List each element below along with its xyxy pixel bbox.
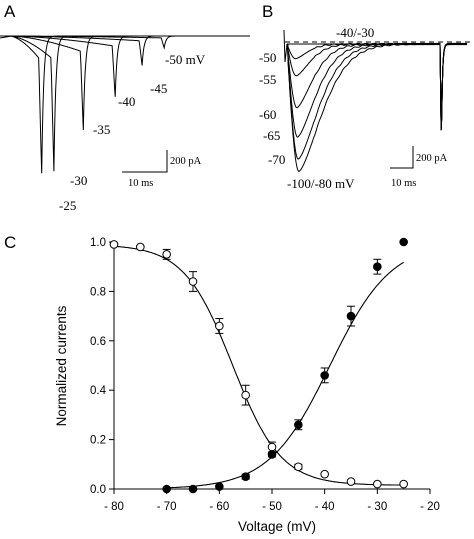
x-tick-label: - 30 [367, 501, 387, 513]
panel-b-traces [283, 29, 468, 172]
inactivation-point [373, 479, 382, 489]
panel-a-label-35: -35 [93, 122, 110, 137]
inactivation-point [136, 242, 145, 252]
x-tick-label: - 80 [104, 501, 124, 513]
inactivation-point [320, 469, 329, 479]
panel-b-label-70: -70 [268, 152, 285, 167]
panel-a-scalebar: 200 pA 10 ms [122, 150, 202, 189]
y-tick-label: 0.8 [90, 286, 106, 298]
panel-b-label-50: -50 [259, 50, 276, 65]
panel-c-letter: C [4, 233, 16, 252]
activation-fit-curve [166, 261, 404, 489]
activation-point [346, 311, 356, 321]
x-tick-label: - 60 [209, 501, 229, 513]
panel-b-label-100-80: -100/-80 mV [287, 176, 355, 191]
panel-a-scale-time: 10 ms [128, 178, 153, 189]
x-tick-label: - 20 [420, 501, 440, 513]
panel-a-scalebar-lines [122, 150, 168, 173]
panel-b-label-60: -60 [259, 107, 276, 122]
activation-point [241, 472, 250, 481]
inactivation-point [267, 442, 277, 452]
panel-a-letter: A [4, 2, 16, 21]
inactivation-point [109, 240, 119, 249]
inactivation-point [346, 477, 356, 486]
x-axis-title: Voltage (mV) [238, 519, 316, 534]
inactivation-point [188, 277, 198, 286]
y-tick-label: 1.0 [90, 237, 106, 249]
activation-point [320, 371, 329, 380]
inactivation-point [215, 321, 224, 331]
panel-b-scalebar: 200 pA 10 ms [390, 146, 448, 189]
activation-point [267, 450, 277, 459]
panel-a-traces [0, 35, 250, 174]
panel-b-label-55: -55 [259, 72, 276, 87]
panel-a-label-45: -45 [150, 81, 167, 96]
activation-point [399, 237, 408, 247]
panel-a-label-30: -30 [70, 173, 87, 188]
y-axis-title: Normalized currents [54, 305, 69, 426]
panel-a-scale-current: 200 pA [170, 156, 202, 167]
panel-a-baseline-stub [0, 35, 13, 39]
panel-b-scale-current: 200 pA [416, 153, 448, 164]
activation-point [188, 484, 198, 494]
panel-b-label-65: -65 [263, 128, 280, 143]
activation-point [215, 482, 224, 491]
panel-a-trace [0, 35, 250, 131]
x-tick-label: - 70 [157, 501, 177, 513]
inactivation-point [241, 390, 250, 400]
panel-b: B -40/-30 -50 -55 -60 -65 -70 -100/-80 m… [259, 2, 470, 191]
inactivation-point [162, 250, 171, 259]
y-tick-label: 0.4 [90, 385, 107, 397]
activation-point [373, 262, 382, 272]
activation-point [162, 484, 171, 494]
x-tick-label: - 50 [262, 501, 282, 513]
panel-a-trace [0, 35, 250, 174]
y-tick-label: 0.2 [90, 435, 106, 447]
panel-a-trace [0, 35, 250, 66]
y-tick-label: 0.6 [90, 336, 106, 348]
panel-a-label-50: -50 mV [165, 52, 206, 67]
panel-a-label-40: -40 [118, 94, 135, 109]
inactivation-point [294, 462, 303, 472]
panel-a: A -50 mV -45 -40 -35 -30 -25 200 pA 10 m… [0, 2, 250, 213]
inactivation-fit-curve [113, 245, 404, 486]
panel-b-capacitive-spike [283, 29, 288, 63]
panel-c-plot: 0.0 0.2 0.4 0.6 0.8 1.0 - 80 - 70 - 60 - 50 - 40 - … [90, 237, 440, 513]
x-tick-label: - 40 [315, 501, 335, 513]
y-tick-label: 0.0 [90, 484, 106, 496]
activation-point [294, 420, 303, 430]
panel-a-trace [0, 35, 250, 97]
panel-a-label-25: -25 [59, 198, 76, 213]
panel-b-letter: B [262, 2, 273, 21]
panel-b-scale-time: 10 ms [391, 178, 416, 189]
panel-b-label-40-30: -40/-30 [336, 25, 374, 40]
panel-c: C 0.0 0.2 0.4 0.6 0.8 1.0 - 80 - 70 - 60 - 50 - 40… [4, 233, 440, 534]
inactivation-point [399, 479, 408, 489]
panel-b-trace [287, 42, 468, 172]
panel-a-trace [0, 35, 250, 50]
panel-b-scalebar-lines [390, 146, 414, 169]
